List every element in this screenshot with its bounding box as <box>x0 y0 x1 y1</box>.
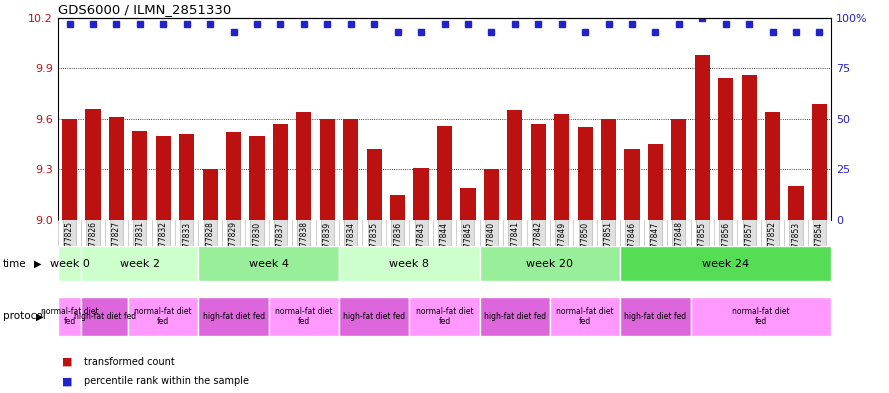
Bar <box>741 75 757 220</box>
Bar <box>179 134 195 220</box>
Text: high-fat diet fed: high-fat diet fed <box>74 312 136 321</box>
Bar <box>578 127 593 220</box>
Bar <box>226 132 241 220</box>
Bar <box>81 297 128 336</box>
Text: week 20: week 20 <box>526 259 573 269</box>
Bar <box>58 297 81 336</box>
Bar <box>156 136 171 220</box>
Bar <box>461 188 476 220</box>
Text: normal-fat diet
fed: normal-fat diet fed <box>416 307 473 326</box>
Bar <box>58 246 81 281</box>
Text: normal-fat diet
fed: normal-fat diet fed <box>732 307 789 326</box>
Bar <box>343 119 358 220</box>
Text: high-fat diet fed: high-fat diet fed <box>343 312 405 321</box>
Bar <box>621 246 831 281</box>
Bar <box>671 119 686 220</box>
Bar <box>128 297 198 336</box>
Bar <box>718 78 733 220</box>
Bar <box>390 195 405 220</box>
Bar <box>366 149 381 220</box>
Text: normal-fat diet
fed: normal-fat diet fed <box>41 307 99 326</box>
Text: ▶: ▶ <box>34 259 41 269</box>
Text: ■: ■ <box>62 376 73 386</box>
Bar <box>203 169 218 220</box>
Bar <box>694 55 710 220</box>
Bar <box>480 297 550 336</box>
Bar <box>480 246 621 281</box>
Bar <box>296 112 311 220</box>
Text: normal-fat diet
fed: normal-fat diet fed <box>275 307 332 326</box>
Text: time: time <box>3 259 27 269</box>
Bar <box>339 297 409 336</box>
Text: high-fat diet fed: high-fat diet fed <box>203 312 265 321</box>
Text: week 8: week 8 <box>389 259 429 269</box>
Bar <box>85 109 100 220</box>
Text: normal-fat diet
fed: normal-fat diet fed <box>134 307 192 326</box>
Text: week 24: week 24 <box>702 259 749 269</box>
Bar <box>268 297 339 336</box>
Bar <box>273 124 288 220</box>
Bar <box>413 168 428 220</box>
Bar <box>339 246 480 281</box>
Text: ■: ■ <box>62 356 73 367</box>
Bar <box>320 119 335 220</box>
Text: normal-fat diet
fed: normal-fat diet fed <box>557 307 614 326</box>
Text: high-fat diet fed: high-fat diet fed <box>484 312 546 321</box>
Bar <box>132 131 148 220</box>
Bar <box>81 246 198 281</box>
Text: percentile rank within the sample: percentile rank within the sample <box>84 376 250 386</box>
Text: ▶: ▶ <box>36 311 44 321</box>
Bar <box>621 297 691 336</box>
Bar <box>531 124 546 220</box>
Bar <box>789 186 804 220</box>
Bar <box>198 297 268 336</box>
Bar <box>62 119 77 220</box>
Bar <box>484 169 499 220</box>
Bar <box>508 110 523 220</box>
Bar <box>812 104 827 220</box>
Bar <box>250 136 265 220</box>
Bar <box>601 119 616 220</box>
Bar <box>554 114 569 220</box>
Text: transformed count: transformed count <box>84 356 175 367</box>
Text: high-fat diet fed: high-fat diet fed <box>624 312 686 321</box>
Bar <box>624 149 639 220</box>
Text: week 2: week 2 <box>120 259 160 269</box>
Bar <box>198 246 339 281</box>
Text: protocol: protocol <box>3 311 45 321</box>
Bar <box>691 297 831 336</box>
Bar <box>409 297 480 336</box>
Text: week 0: week 0 <box>50 259 90 269</box>
Bar <box>648 144 663 220</box>
Bar <box>765 112 781 220</box>
Text: week 4: week 4 <box>249 259 289 269</box>
Bar <box>108 117 124 220</box>
Text: GDS6000 / ILMN_2851330: GDS6000 / ILMN_2851330 <box>58 4 231 17</box>
Bar <box>436 126 453 220</box>
Bar <box>550 297 621 336</box>
